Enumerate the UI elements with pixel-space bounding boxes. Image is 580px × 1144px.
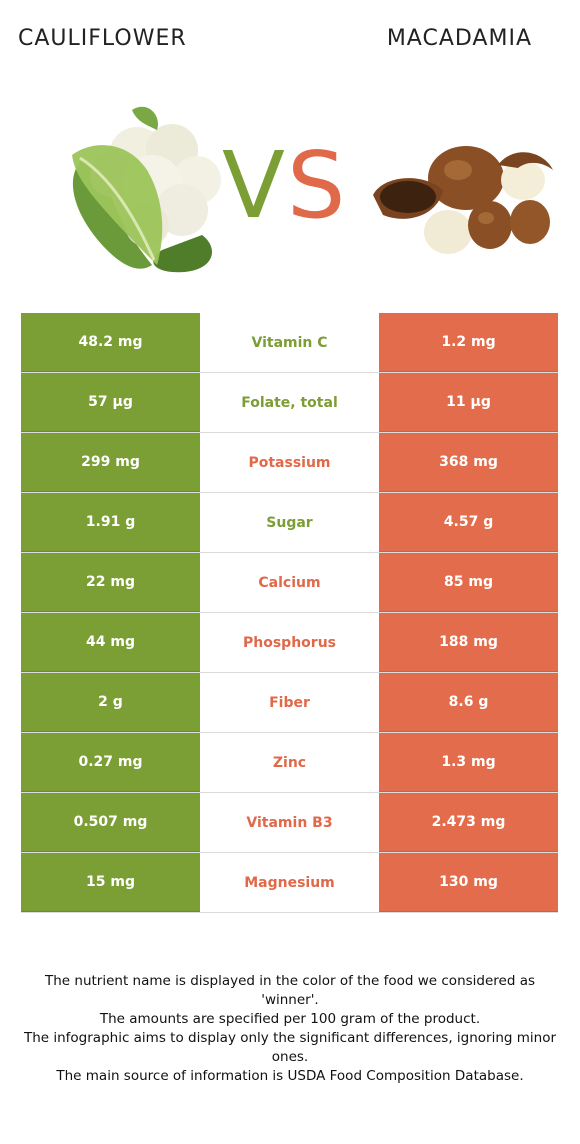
right-value: 368 mg (379, 433, 558, 492)
vs-label: VS (222, 140, 347, 232)
nutrient-name: Sugar (200, 493, 379, 552)
footer-notes: The nutrient name is displayed in the co… (18, 972, 562, 1086)
left-value: 44 mg (21, 613, 200, 672)
right-value: 1.3 mg (379, 733, 558, 792)
footer-line-4: The main source of information is USDA F… (56, 1068, 524, 1084)
footer-line-1: The nutrient name is displayed in the co… (44, 973, 536, 1008)
right-value: 130 mg (379, 853, 558, 912)
nutrient-name: Zinc (200, 733, 379, 792)
left-value: 299 mg (21, 433, 200, 492)
left-value: 1.91 g (21, 493, 200, 552)
food-title-right: MACADAMIA (386, 26, 532, 51)
cauliflower-image (72, 106, 221, 273)
vs-s: S (286, 132, 348, 239)
nutrient-name: Potassium (200, 433, 379, 492)
nutrient-name: Fiber (200, 673, 379, 732)
right-value: 85 mg (379, 553, 558, 612)
table-row: 0.27 mg Zinc 1.3 mg (21, 733, 558, 793)
nutrient-name: Phosphorus (200, 613, 379, 672)
table-row: 0.507 mg Vitamin B3 2.473 mg (21, 793, 558, 853)
left-value: 2 g (21, 673, 200, 732)
left-value: 57 µg (21, 373, 200, 432)
table-row: 44 mg Phosphorus 188 mg (21, 613, 558, 673)
vs-v: V (222, 132, 287, 239)
right-value: 188 mg (379, 613, 558, 672)
table-row: 299 mg Potassium 368 mg (21, 433, 558, 493)
footer-line-3: The infographic aims to display only the… (23, 1030, 557, 1065)
right-value: 8.6 g (379, 673, 558, 732)
macadamia-image (373, 146, 553, 254)
table-row: 22 mg Calcium 85 mg (21, 553, 558, 613)
table-row: 57 µg Folate, total 11 µg (21, 373, 558, 433)
table-row: 15 mg Magnesium 130 mg (21, 853, 558, 913)
nutrient-name: Vitamin C (200, 313, 379, 372)
left-value: 48.2 mg (21, 313, 200, 372)
comparison-table: 48.2 mg Vitamin C 1.2 mg 57 µg Folate, total… (21, 313, 558, 913)
nutrient-name: Magnesium (200, 853, 379, 912)
left-value: 0.27 mg (21, 733, 200, 792)
nutrient-name: Calcium (200, 553, 379, 612)
table-row: 48.2 mg Vitamin C 1.2 mg (21, 313, 558, 373)
left-value: 0.507 mg (21, 793, 200, 852)
table-row: 1.91 g Sugar 4.57 g (21, 493, 558, 553)
left-value: 22 mg (21, 553, 200, 612)
left-value: 15 mg (21, 853, 200, 912)
right-value: 1.2 mg (379, 313, 558, 372)
footer-line-2: The amounts are specified per 100 gram o… (99, 1011, 481, 1027)
right-value: 11 µg (379, 373, 558, 432)
nutrient-name: Vitamin B3 (200, 793, 379, 852)
right-value: 4.57 g (379, 493, 558, 552)
table-row: 2 g Fiber 8.6 g (21, 673, 558, 733)
nutrient-name: Folate, total (200, 373, 379, 432)
right-value: 2.473 mg (379, 793, 558, 852)
food-title-left: CAULIFLOWER (18, 26, 187, 51)
